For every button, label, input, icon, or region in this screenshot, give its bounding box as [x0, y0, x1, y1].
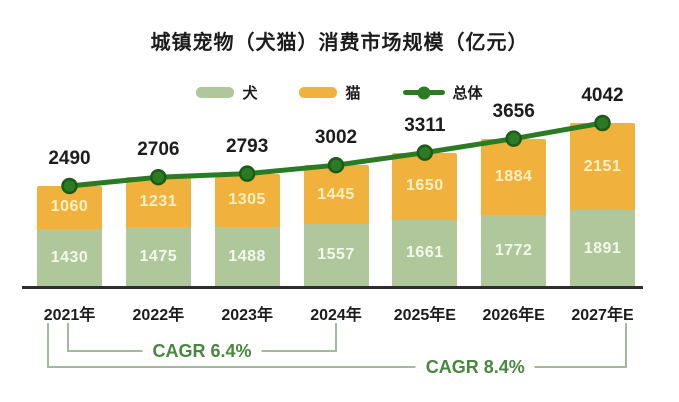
dog-segment: 1475 [125, 227, 191, 287]
total-data-point [327, 156, 345, 174]
stacked-bar: 1305 1488 [214, 173, 280, 287]
dog-segment: 1772 [481, 215, 547, 287]
dog-value-label: 1772 [494, 242, 533, 260]
bar-column-2023年: 1305 1488 2793 2023年 [214, 122, 280, 324]
cat-value-label: 1884 [494, 167, 533, 185]
cat-value-label: 2151 [583, 157, 622, 175]
dog-segment: 1891 [570, 210, 635, 287]
bar-column-2027年E: 2151 1891 4042 2027年E [570, 85, 635, 324]
cat-swatch-icon [299, 87, 338, 98]
dog-value-label: 1891 [583, 239, 622, 257]
cat-segment: 1231 [125, 177, 191, 228]
cat-segment: 1650 [392, 152, 458, 220]
total-data-point [594, 114, 611, 132]
x-axis-tick-label: 2021年 [43, 307, 96, 324]
cat-segment: 1305 [214, 173, 280, 227]
dog-swatch-icon [196, 87, 235, 98]
legend: 犬 猫 总体 [0, 82, 679, 103]
legend-item-cat: 猫 [299, 82, 361, 103]
stacked-bar: 1884 1772 [481, 138, 547, 287]
bar-column-2025年E: 1650 1661 3311 2025年E [392, 115, 458, 324]
total-value-label: 2793 [226, 135, 269, 157]
cagr-long-label: CAGR 8.4% [415, 357, 535, 378]
cagr-short-label: CAGR 6.4% [142, 341, 262, 362]
legend-label-dog: 犬 [242, 85, 258, 102]
legend-label-total: 总体 [452, 85, 483, 102]
x-axis-tick-label: 2023年 [221, 307, 273, 324]
total-data-point [150, 168, 167, 186]
dog-value-label: 1661 [406, 244, 444, 262]
cat-value-label: 1231 [139, 193, 178, 211]
plot-area: 1060 1430 2490 2021年 1231 1475 2706 2022年 1305 14… [37, 85, 635, 324]
x-axis-tick-label: 2025年E [393, 307, 456, 324]
total-value-label: 2490 [48, 147, 91, 169]
dog-segment: 1557 [303, 223, 369, 287]
dog-value-label: 1488 [228, 247, 266, 265]
total-line-path [67, 120, 605, 189]
cagr-bracket-2021-2027: CAGR 8.4% [47, 323, 627, 378]
chart-title: 城镇宠物（犬猫）消费市场规模（亿元） [150, 32, 529, 54]
total-data-point [61, 177, 78, 195]
total-value-label: 3656 [492, 100, 535, 122]
cat-value-label: 1445 [317, 185, 355, 203]
x-axis-tick-label: 2024年 [310, 307, 362, 324]
stacked-bar: 1445 1557 [303, 165, 369, 287]
dog-value-label: 1430 [50, 248, 89, 266]
cat-value-label: 1650 [406, 177, 444, 195]
bar-column-2026年E: 1884 1772 3656 2026年E [481, 101, 547, 324]
x-axis-tick-label: 2027年E [571, 307, 634, 324]
total-value-label: 4042 [581, 85, 624, 106]
total-dot-icon [417, 86, 430, 99]
dog-value-label: 1557 [317, 246, 355, 264]
bar-column-2024年: 1445 1557 3002 2024年 [303, 122, 369, 324]
bar-column-2022年: 1231 1475 2706 2022年 [125, 122, 191, 324]
cat-value-label: 1305 [228, 191, 266, 209]
cat-segment: 2151 [570, 123, 635, 211]
total-value-label: 3311 [404, 114, 446, 136]
total-data-point [505, 130, 522, 147]
stacked-bar: 1650 1661 [392, 152, 458, 287]
legend-item-total: 总体 [402, 82, 483, 103]
stacked-bar: 2151 1891 [570, 123, 635, 287]
total-value-label: 2706 [137, 139, 180, 161]
cagr-bracket-2021-2024: CAGR 6.4% [67, 323, 337, 362]
x-axis-line [22, 286, 643, 289]
dog-value-label: 1475 [139, 248, 178, 266]
legend-item-dog: 犬 [196, 82, 257, 103]
stacked-bar: 1231 1475 [125, 177, 191, 287]
total-line-overlay [61, 114, 611, 195]
dog-segment: 1488 [214, 226, 280, 287]
x-axis-tick-label: 2026年E [482, 307, 545, 324]
total-value-label: 3002 [314, 127, 358, 149]
total-data-point [416, 144, 434, 161]
cat-segment: 1884 [481, 138, 547, 216]
cat-segment: 1445 [303, 165, 369, 224]
cat-value-label: 1060 [50, 198, 89, 216]
dog-segment: 1661 [392, 219, 458, 287]
legend-label-cat: 猫 [345, 85, 361, 102]
total-data-point [238, 165, 256, 182]
total-line-icon [402, 86, 445, 99]
dog-segment: 1430 [37, 228, 102, 287]
x-axis-tick-label: 2022年 [132, 307, 185, 324]
